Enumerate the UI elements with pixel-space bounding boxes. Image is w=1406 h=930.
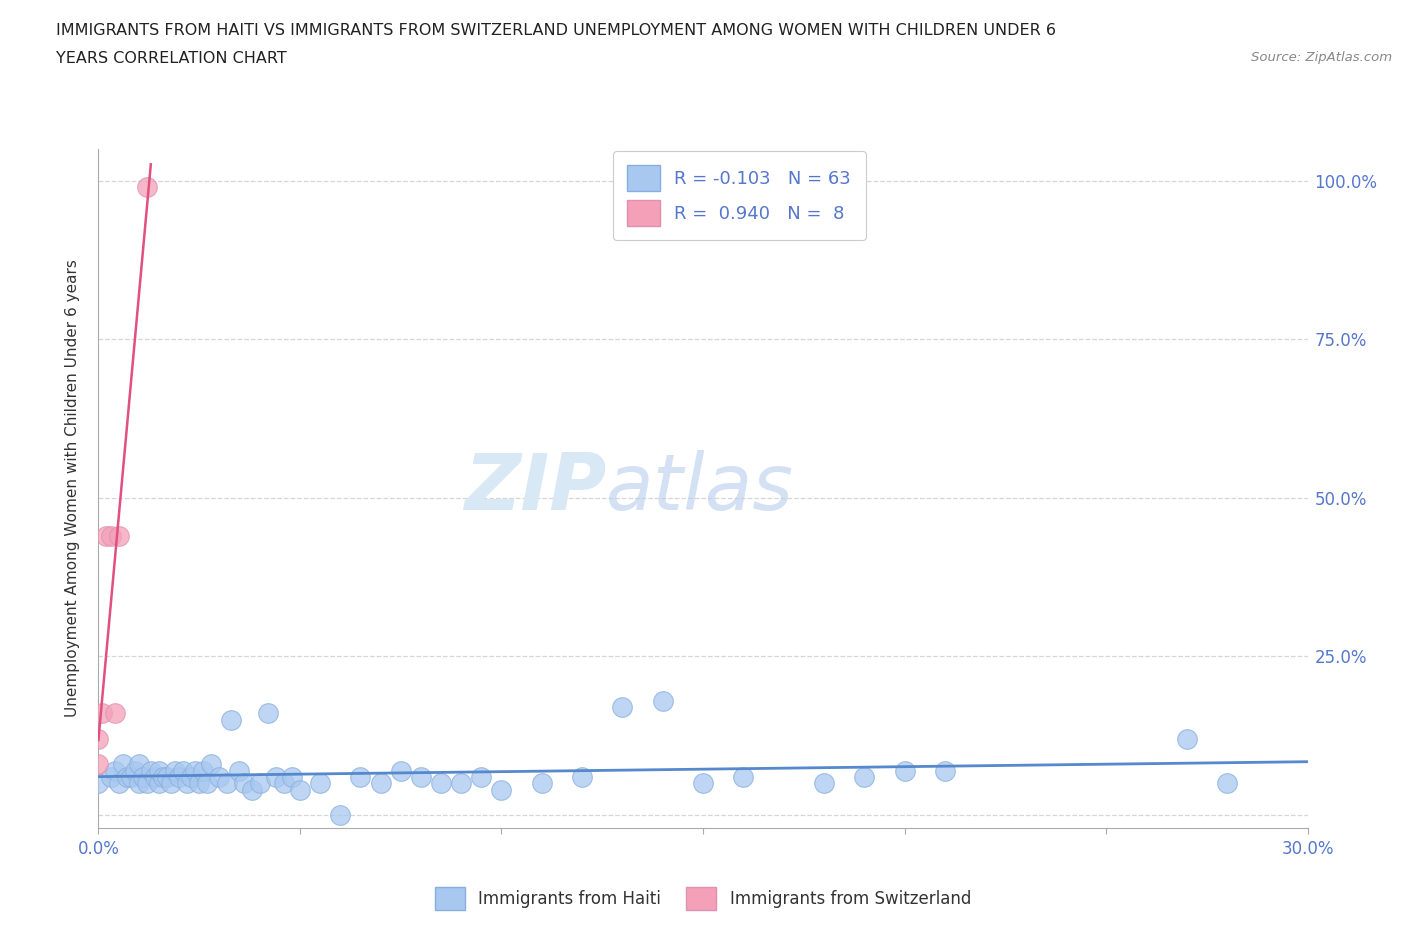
Point: [208, 769, 231, 784]
Point: [100, 528, 122, 543]
Point: [180, 769, 202, 784]
Point: [107, 528, 129, 543]
Point: [430, 776, 453, 790]
Point: [128, 776, 150, 790]
Point: [120, 769, 142, 784]
Point: [934, 764, 956, 778]
Point: [389, 764, 412, 778]
Point: [172, 764, 194, 778]
Point: [288, 782, 311, 797]
Text: YEARS CORRELATION CHART: YEARS CORRELATION CHART: [56, 51, 287, 66]
Point: [228, 764, 250, 778]
Legend: R = -0.103   N = 63, R =  0.940   N =  8: R = -0.103 N = 63, R = 0.940 N = 8: [613, 151, 866, 240]
Y-axis label: Unemployment Among Women with Children Under 6 years: Unemployment Among Women with Children U…: [65, 259, 80, 717]
Point: [107, 776, 129, 790]
Point: [370, 776, 392, 790]
Point: [491, 782, 513, 797]
Point: [143, 769, 166, 784]
Point: [349, 769, 371, 784]
Point: [612, 699, 634, 714]
Point: [160, 776, 183, 790]
Point: [148, 764, 170, 778]
Point: [1175, 731, 1198, 746]
Point: [1216, 776, 1239, 790]
Point: [200, 757, 222, 772]
Point: [139, 764, 162, 778]
Point: [103, 706, 125, 721]
Point: [733, 769, 755, 784]
Point: [156, 769, 179, 784]
Point: [87, 776, 110, 790]
Point: [217, 776, 239, 790]
Text: Source: ZipAtlas.com: Source: ZipAtlas.com: [1251, 51, 1392, 64]
Point: [195, 776, 218, 790]
Point: [128, 757, 150, 772]
Point: [249, 776, 271, 790]
Point: [96, 528, 118, 543]
Point: [450, 776, 472, 790]
Point: [692, 776, 714, 790]
Point: [256, 706, 278, 721]
Point: [91, 706, 114, 721]
Point: [264, 769, 287, 784]
Point: [853, 769, 876, 784]
Point: [221, 712, 243, 727]
Point: [893, 764, 915, 778]
Point: [135, 179, 157, 194]
Point: [188, 776, 211, 790]
Point: [87, 757, 110, 772]
Point: [281, 769, 304, 784]
Point: [87, 731, 110, 746]
Point: [651, 694, 673, 709]
Point: [470, 769, 492, 784]
Point: [409, 769, 432, 784]
Point: [152, 769, 174, 784]
Point: [273, 776, 295, 790]
Point: [571, 769, 593, 784]
Point: [813, 776, 835, 790]
Legend: Immigrants from Haiti, Immigrants from Switzerland: Immigrants from Haiti, Immigrants from S…: [429, 880, 977, 917]
Point: [124, 764, 146, 778]
Point: [103, 764, 125, 778]
Text: IMMIGRANTS FROM HAITI VS IMMIGRANTS FROM SWITZERLAND UNEMPLOYMENT AMONG WOMEN WI: IMMIGRANTS FROM HAITI VS IMMIGRANTS FROM…: [56, 23, 1056, 38]
Text: ZIP: ZIP: [464, 450, 606, 526]
Point: [176, 776, 198, 790]
Point: [148, 776, 170, 790]
Point: [530, 776, 553, 790]
Point: [232, 776, 254, 790]
Point: [240, 782, 263, 797]
Point: [329, 807, 352, 822]
Point: [167, 769, 190, 784]
Point: [163, 764, 186, 778]
Point: [115, 769, 138, 784]
Text: atlas: atlas: [606, 450, 794, 526]
Point: [111, 757, 134, 772]
Point: [100, 769, 122, 784]
Point: [309, 776, 332, 790]
Point: [135, 776, 157, 790]
Point: [184, 764, 207, 778]
Point: [193, 764, 215, 778]
Point: [132, 769, 155, 784]
